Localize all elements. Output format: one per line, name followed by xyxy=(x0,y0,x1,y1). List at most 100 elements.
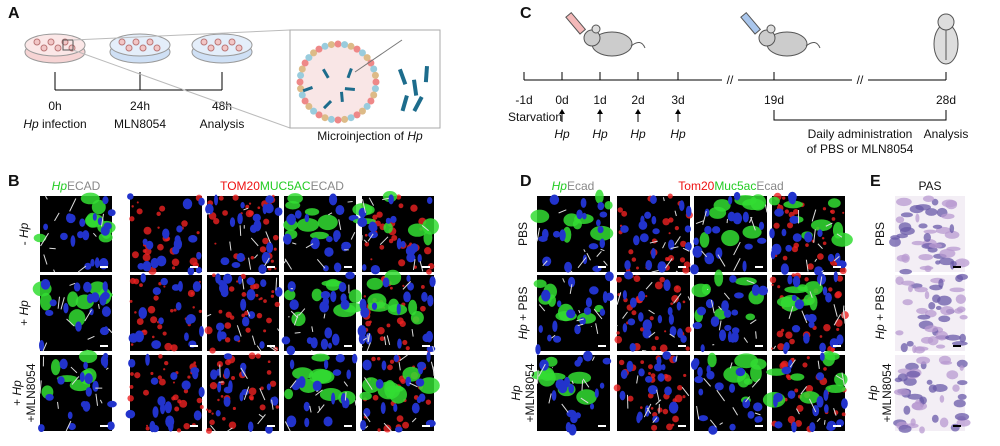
nucleus xyxy=(697,366,703,377)
nucleus xyxy=(771,243,782,255)
membrane xyxy=(248,257,252,270)
signal-red xyxy=(377,428,381,432)
nucleus xyxy=(836,419,845,427)
day-label: 1d xyxy=(593,93,606,107)
signal-green xyxy=(292,367,314,380)
stain xyxy=(906,370,921,378)
signal-red xyxy=(773,222,780,229)
signal-red xyxy=(777,343,785,351)
stain xyxy=(919,426,925,434)
nucleus xyxy=(700,344,705,353)
signal-red xyxy=(395,194,402,200)
stain xyxy=(941,199,958,208)
nucleus xyxy=(427,294,434,307)
membrane xyxy=(842,305,845,318)
nucleus xyxy=(619,390,626,401)
nucleus xyxy=(70,235,76,247)
nucleus xyxy=(60,232,68,241)
axis-break: // xyxy=(727,73,734,87)
organoid xyxy=(235,44,243,52)
signal-green xyxy=(604,200,613,210)
nucleus xyxy=(599,238,606,249)
nucleus xyxy=(622,323,628,333)
signal-red xyxy=(129,277,136,285)
nucleus xyxy=(400,240,406,248)
nucleus xyxy=(239,392,244,402)
nucleus xyxy=(676,301,682,311)
membrane xyxy=(227,427,233,432)
nucleus xyxy=(552,230,561,238)
cell xyxy=(363,102,371,110)
step-label: MLN8054 xyxy=(114,117,166,131)
stain xyxy=(907,393,923,400)
signal-red xyxy=(198,309,202,314)
cell xyxy=(310,107,318,115)
signal-red xyxy=(677,385,683,391)
membrane xyxy=(243,207,249,211)
signal-red xyxy=(377,326,385,335)
membrane xyxy=(53,269,56,273)
signal-red xyxy=(386,323,391,328)
nucleus xyxy=(287,281,296,292)
signal-red xyxy=(363,295,367,298)
nucleus xyxy=(715,247,723,259)
signal-red xyxy=(266,317,272,324)
signal-red xyxy=(187,289,195,297)
nucleus xyxy=(187,266,195,276)
nucleus xyxy=(541,228,549,240)
stain xyxy=(915,204,931,211)
membrane xyxy=(65,420,72,432)
nucleus xyxy=(728,195,733,205)
signal-red xyxy=(782,196,786,200)
nucleus xyxy=(642,319,652,331)
membrane xyxy=(581,380,584,391)
stain xyxy=(931,198,939,206)
nucleus xyxy=(596,219,601,227)
signal-green xyxy=(590,225,614,241)
nucleus xyxy=(217,330,223,342)
bacterium xyxy=(322,100,333,110)
channel-header: HpECAD xyxy=(52,179,101,193)
signal-red xyxy=(145,426,150,431)
membrane xyxy=(241,278,245,290)
channel-header: PAS xyxy=(918,179,941,193)
stain xyxy=(932,224,943,229)
signal-green xyxy=(304,208,320,216)
signal-green xyxy=(383,222,393,234)
organoid xyxy=(146,38,154,46)
nucleus xyxy=(331,392,336,405)
membrane xyxy=(305,243,314,249)
row-label: Hp + PBS xyxy=(873,286,887,339)
signal-red xyxy=(183,389,189,394)
text-part: Microinjection of xyxy=(317,129,407,143)
nucleus xyxy=(220,257,230,266)
zoom-line xyxy=(72,49,291,129)
arrow-label: Hp xyxy=(630,127,646,141)
nucleus xyxy=(411,402,420,414)
nucleus xyxy=(808,321,815,328)
nucleus xyxy=(729,383,736,393)
membrane xyxy=(343,381,349,387)
nucleus xyxy=(218,282,229,294)
nucleus xyxy=(426,196,433,204)
nucleus xyxy=(360,307,370,318)
signal-red xyxy=(153,295,159,301)
membrane xyxy=(240,367,248,379)
nucleus xyxy=(385,217,392,224)
nucleus xyxy=(332,369,342,376)
nucleus xyxy=(633,235,640,246)
mouse-ear xyxy=(766,24,776,34)
signal-red xyxy=(263,329,267,333)
membrane xyxy=(432,345,435,352)
signal-red xyxy=(156,211,161,217)
signal-red xyxy=(171,266,176,270)
signal-red xyxy=(164,342,173,351)
nucleus xyxy=(283,233,292,245)
signal-red xyxy=(670,302,674,306)
nucleus xyxy=(794,299,805,310)
nucleus xyxy=(73,282,81,292)
nucleus xyxy=(711,226,721,234)
signal-red xyxy=(659,344,668,353)
signal-green xyxy=(88,281,107,296)
nucleus xyxy=(198,386,205,398)
